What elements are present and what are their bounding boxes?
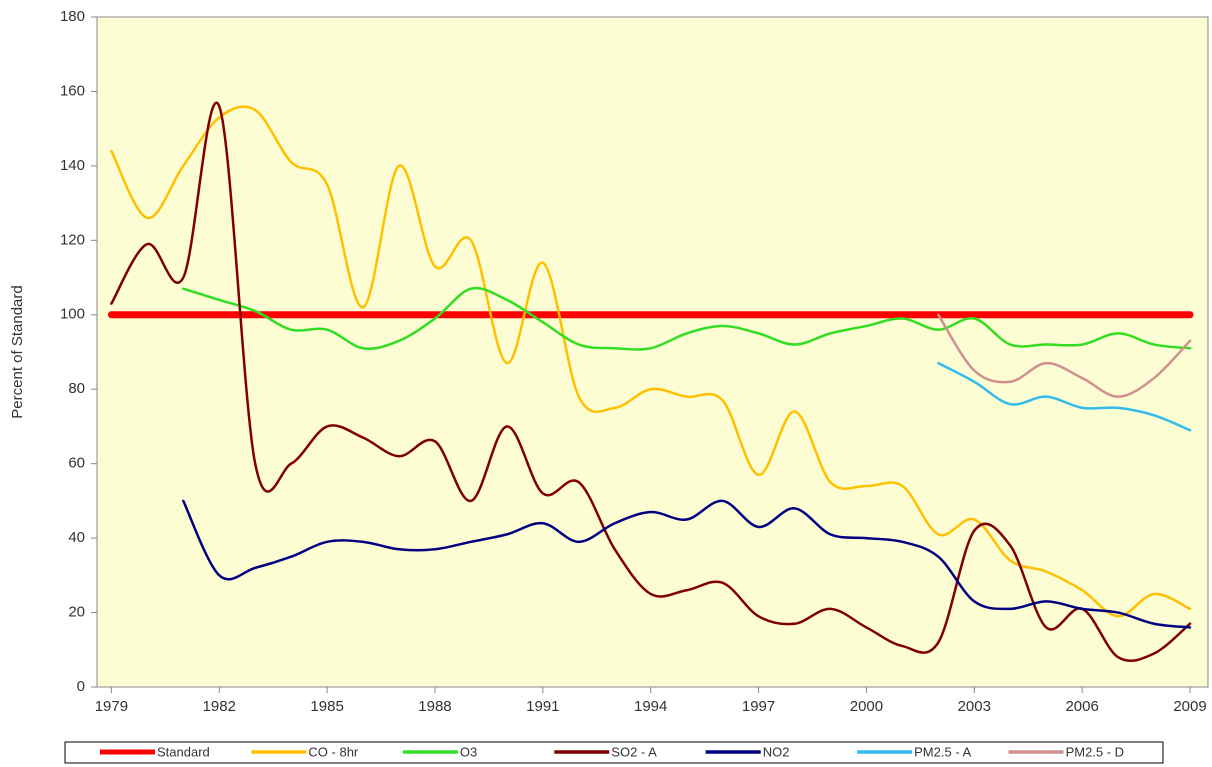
x-tick-label: 1997 (742, 698, 775, 715)
x-tick-label: 1985 (310, 698, 343, 715)
legend-label: NO2 (763, 744, 790, 759)
y-tick-label: 60 (68, 455, 85, 472)
legend-label: O3 (460, 744, 477, 759)
legend-label: SO2 - A (611, 744, 657, 759)
x-tick-label: 1991 (526, 698, 559, 715)
x-tick-label: 2009 (1173, 698, 1206, 715)
x-tick-label: 1982 (203, 698, 236, 715)
x-tick-label: 1979 (95, 698, 128, 715)
legend-label: PM2.5 - D (1066, 744, 1125, 759)
y-tick-label: 160 (60, 82, 85, 99)
x-tick-label: 2003 (958, 698, 991, 715)
x-tick-label: 1994 (634, 698, 667, 715)
y-axis-label: Percent of Standard (9, 285, 26, 418)
legend-label: PM2.5 - A (914, 744, 971, 759)
x-tick-label: 1988 (418, 698, 451, 715)
series-line (182, 499, 1192, 629)
y-tick-label: 120 (60, 231, 85, 248)
y-tick-label: 180 (60, 8, 85, 25)
x-tick-label: 2000 (850, 698, 883, 715)
series-line (182, 286, 1192, 351)
series-line (937, 313, 1192, 398)
y-tick-label: 0 (77, 678, 85, 695)
y-tick-label: 140 (60, 157, 85, 174)
series-line (110, 105, 1192, 618)
series-line (937, 361, 1192, 432)
legend: Standard CO - 8hr O3 SO2 - A NO2 PM2.5 - A PM2… (100, 744, 1124, 759)
y-tick-label: 100 (60, 306, 85, 323)
series-line (110, 101, 1192, 663)
x-tick-label: 2006 (1065, 698, 1098, 715)
y-tick-label: 20 (68, 604, 85, 621)
legend-label: CO - 8hr (308, 744, 359, 759)
y-tick-label: 40 (68, 529, 85, 546)
legend-box (64, 741, 1164, 764)
y-tick-label: 80 (68, 380, 85, 397)
legend-label: Standard (157, 744, 210, 759)
